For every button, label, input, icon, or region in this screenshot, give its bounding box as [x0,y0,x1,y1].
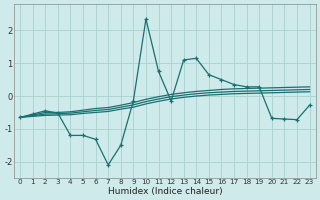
X-axis label: Humidex (Indice chaleur): Humidex (Indice chaleur) [108,187,222,196]
